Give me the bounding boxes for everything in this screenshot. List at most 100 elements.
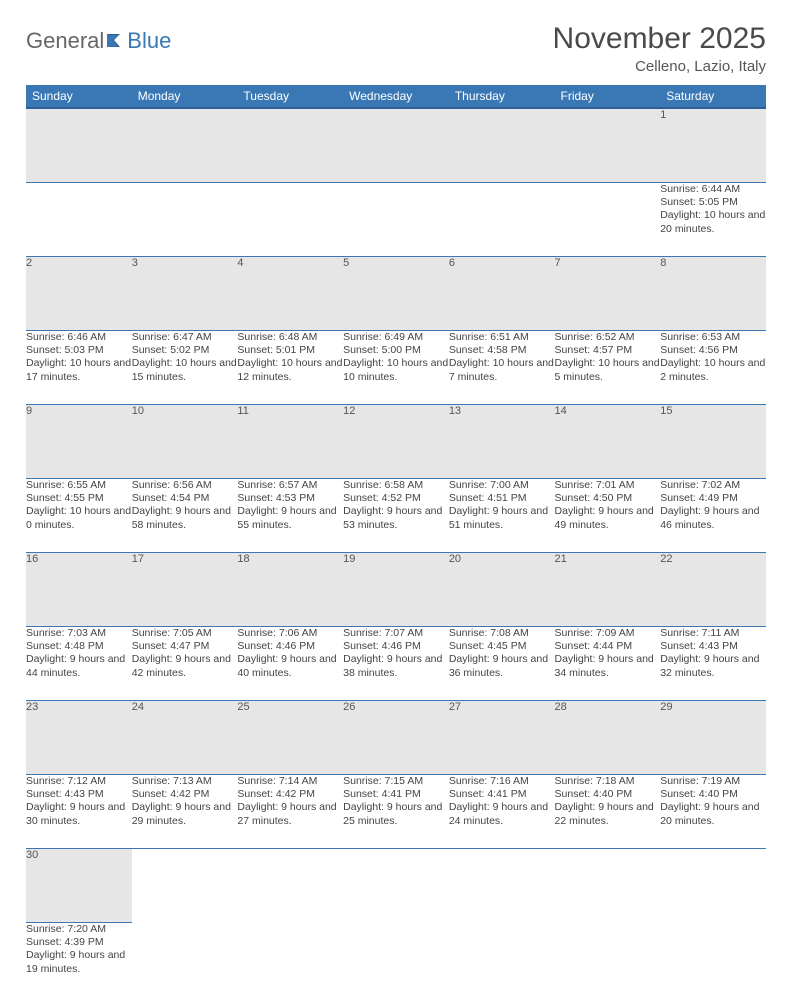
daylight-text: Daylight: 9 hours and 46 minutes. (660, 505, 766, 532)
sunset-text: Sunset: 4:46 PM (237, 640, 343, 653)
day-header: Sunday (26, 85, 132, 108)
sunset-text: Sunset: 4:50 PM (555, 492, 661, 505)
daylight-text: Daylight: 10 hours and 20 minutes. (660, 209, 766, 236)
day-detail-cell: Sunrise: 7:00 AMSunset: 4:51 PMDaylight:… (449, 478, 555, 552)
logo: General Blue (26, 22, 171, 54)
sunrise-text: Sunrise: 7:06 AM (237, 627, 343, 640)
day-header: Wednesday (343, 85, 449, 108)
sunset-text: Sunset: 4:41 PM (343, 788, 449, 801)
day-number-cell (555, 848, 661, 922)
sunrise-text: Sunrise: 7:09 AM (555, 627, 661, 640)
day-detail-cell: Sunrise: 7:13 AMSunset: 4:42 PMDaylight:… (132, 774, 238, 848)
day-detail-cell: Sunrise: 6:48 AMSunset: 5:01 PMDaylight:… (237, 330, 343, 404)
daylight-text: Daylight: 10 hours and 12 minutes. (237, 357, 343, 384)
sunrise-text: Sunrise: 7:18 AM (555, 775, 661, 788)
sunset-text: Sunset: 4:45 PM (449, 640, 555, 653)
sunrise-text: Sunrise: 6:56 AM (132, 479, 238, 492)
day-header: Tuesday (237, 85, 343, 108)
sunset-text: Sunset: 4:55 PM (26, 492, 132, 505)
day-number-cell (449, 108, 555, 182)
sunset-text: Sunset: 4:40 PM (555, 788, 661, 801)
calendar-table: SundayMondayTuesdayWednesdayThursdayFrid… (26, 85, 766, 996)
day-number-cell: 26 (343, 700, 449, 774)
day-header: Saturday (660, 85, 766, 108)
daynum-row: 9101112131415 (26, 404, 766, 478)
daylight-text: Daylight: 9 hours and 51 minutes. (449, 505, 555, 532)
daylight-text: Daylight: 9 hours and 36 minutes. (449, 653, 555, 680)
day-detail-cell: Sunrise: 7:18 AMSunset: 4:40 PMDaylight:… (555, 774, 661, 848)
sunset-text: Sunset: 4:46 PM (343, 640, 449, 653)
location-label: Celleno, Lazio, Italy (553, 58, 766, 75)
sunrise-text: Sunrise: 7:13 AM (132, 775, 238, 788)
daylight-text: Daylight: 9 hours and 25 minutes. (343, 801, 449, 828)
sunrise-text: Sunrise: 6:53 AM (660, 331, 766, 344)
day-number-cell: 18 (237, 552, 343, 626)
daynum-row: 16171819202122 (26, 552, 766, 626)
sunset-text: Sunset: 5:00 PM (343, 344, 449, 357)
daylight-text: Daylight: 9 hours and 44 minutes. (26, 653, 132, 680)
day-number-cell: 3 (132, 256, 238, 330)
sunrise-text: Sunrise: 7:11 AM (660, 627, 766, 640)
day-number-cell: 15 (660, 404, 766, 478)
day-number-cell (660, 848, 766, 922)
day-number-cell: 4 (237, 256, 343, 330)
sunset-text: Sunset: 4:40 PM (660, 788, 766, 801)
daylight-text: Daylight: 9 hours and 27 minutes. (237, 801, 343, 828)
sunrise-text: Sunrise: 7:05 AM (132, 627, 238, 640)
sunset-text: Sunset: 4:48 PM (26, 640, 132, 653)
daylight-text: Daylight: 10 hours and 2 minutes. (660, 357, 766, 384)
day-detail-cell (449, 182, 555, 256)
day-detail-cell (555, 922, 661, 996)
day-number-cell: 10 (132, 404, 238, 478)
sunrise-text: Sunrise: 6:44 AM (660, 183, 766, 196)
day-number-cell: 17 (132, 552, 238, 626)
sunrise-text: Sunrise: 6:48 AM (237, 331, 343, 344)
sunset-text: Sunset: 4:51 PM (449, 492, 555, 505)
day-number-cell: 11 (237, 404, 343, 478)
day-detail-cell: Sunrise: 7:14 AMSunset: 4:42 PMDaylight:… (237, 774, 343, 848)
sunrise-text: Sunrise: 6:58 AM (343, 479, 449, 492)
daylight-text: Daylight: 9 hours and 32 minutes. (660, 653, 766, 680)
day-detail-cell (132, 182, 238, 256)
sunset-text: Sunset: 5:01 PM (237, 344, 343, 357)
day-number-cell: 24 (132, 700, 238, 774)
day-detail-cell (660, 922, 766, 996)
sunset-text: Sunset: 4:52 PM (343, 492, 449, 505)
daylight-text: Daylight: 9 hours and 49 minutes. (555, 505, 661, 532)
day-detail-cell: Sunrise: 6:49 AMSunset: 5:00 PMDaylight:… (343, 330, 449, 404)
day-detail-cell: Sunrise: 7:01 AMSunset: 4:50 PMDaylight:… (555, 478, 661, 552)
day-detail-cell: Sunrise: 6:52 AMSunset: 4:57 PMDaylight:… (555, 330, 661, 404)
daynum-row: 30 (26, 848, 766, 922)
day-number-cell: 23 (26, 700, 132, 774)
sunrise-text: Sunrise: 7:20 AM (26, 923, 132, 936)
month-title: November 2025 (553, 22, 766, 56)
day-number-cell: 20 (449, 552, 555, 626)
day-number-cell: 6 (449, 256, 555, 330)
sunset-text: Sunset: 5:03 PM (26, 344, 132, 357)
day-detail-cell (132, 922, 238, 996)
detail-row: Sunrise: 6:44 AMSunset: 5:05 PMDaylight:… (26, 182, 766, 256)
daylight-text: Daylight: 9 hours and 22 minutes. (555, 801, 661, 828)
daylight-text: Daylight: 10 hours and 15 minutes. (132, 357, 238, 384)
sunset-text: Sunset: 5:02 PM (132, 344, 238, 357)
day-number-cell: 8 (660, 256, 766, 330)
sunset-text: Sunset: 4:43 PM (660, 640, 766, 653)
day-detail-cell: Sunrise: 6:44 AMSunset: 5:05 PMDaylight:… (660, 182, 766, 256)
day-detail-cell: Sunrise: 6:51 AMSunset: 4:58 PMDaylight:… (449, 330, 555, 404)
day-detail-cell (449, 922, 555, 996)
day-header: Friday (555, 85, 661, 108)
day-header: Thursday (449, 85, 555, 108)
flag-icon (106, 28, 126, 54)
day-detail-cell: Sunrise: 7:16 AMSunset: 4:41 PMDaylight:… (449, 774, 555, 848)
day-detail-cell: Sunrise: 7:07 AMSunset: 4:46 PMDaylight:… (343, 626, 449, 700)
day-number-cell: 27 (449, 700, 555, 774)
day-detail-cell: Sunrise: 6:58 AMSunset: 4:52 PMDaylight:… (343, 478, 449, 552)
daylight-text: Daylight: 9 hours and 40 minutes. (237, 653, 343, 680)
day-detail-cell (343, 182, 449, 256)
sunrise-text: Sunrise: 7:03 AM (26, 627, 132, 640)
daylight-text: Daylight: 9 hours and 20 minutes. (660, 801, 766, 828)
sunset-text: Sunset: 4:39 PM (26, 936, 132, 949)
sunset-text: Sunset: 4:58 PM (449, 344, 555, 357)
sunrise-text: Sunrise: 6:49 AM (343, 331, 449, 344)
sunrise-text: Sunrise: 7:01 AM (555, 479, 661, 492)
